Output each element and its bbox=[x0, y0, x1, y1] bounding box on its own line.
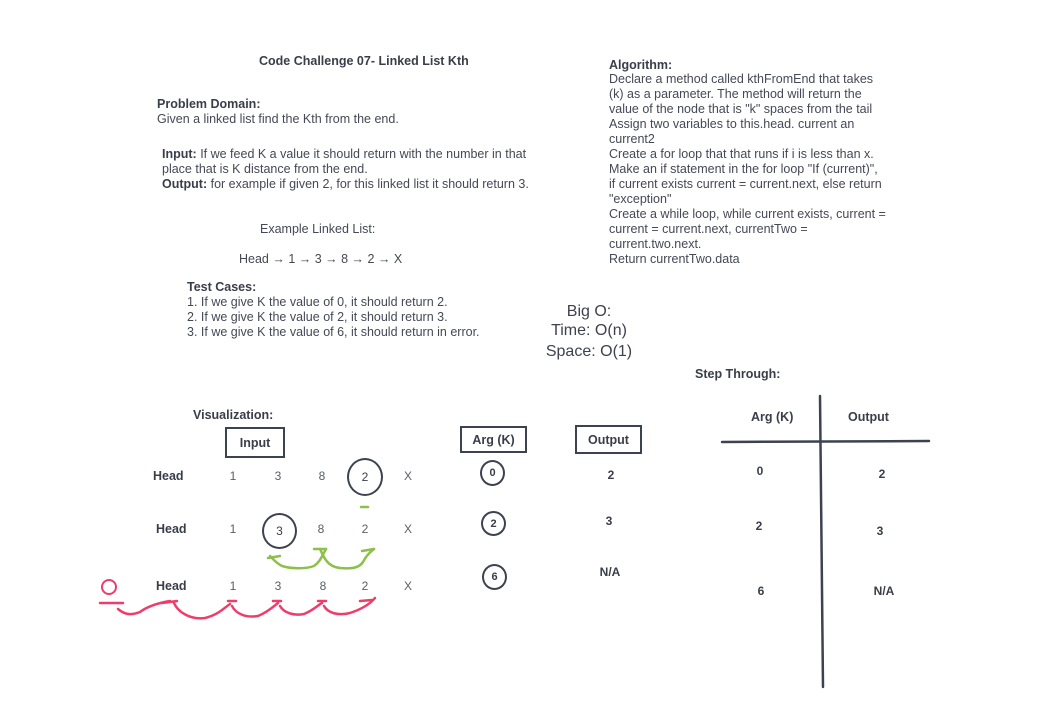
pink-zero: 0 bbox=[101, 579, 117, 595]
green-arrow bbox=[360, 547, 376, 553]
page-title: Code Challenge 07- Linked List Kth bbox=[259, 54, 469, 68]
step-row-output: 2 bbox=[878, 467, 886, 481]
node-1: 1 bbox=[229, 579, 237, 593]
node-8: 8 bbox=[317, 522, 325, 536]
pink-dash bbox=[358, 598, 374, 603]
test-case-1: 1. If we give K the value of 0, it shoul… bbox=[187, 295, 448, 309]
pink-arc bbox=[322, 596, 377, 616]
green-arrow bbox=[318, 547, 376, 570]
head-label: Head bbox=[153, 469, 184, 483]
arg-circle-2: 2 bbox=[481, 511, 506, 536]
algorithm-line: Assign two variables to this.head. curre… bbox=[609, 117, 855, 131]
node-3-circled: 3 bbox=[262, 513, 297, 549]
pink-arc bbox=[230, 601, 280, 618]
algorithm-line: Declare a method called kthFromEnd that … bbox=[609, 72, 874, 86]
visualization-heading: Visualization: bbox=[193, 408, 274, 422]
algorithm-line: "exception" bbox=[609, 192, 672, 206]
example-label: Example Linked List: bbox=[260, 222, 376, 236]
example-list: Head → 1 → 3 → 8 → 2 → X bbox=[239, 252, 403, 266]
algorithm-line: current = current.next, currentTwo = bbox=[609, 222, 808, 236]
table-divider-vertical bbox=[818, 394, 825, 689]
big-o-space: Space: O(1) bbox=[545, 343, 633, 360]
big-o-time: Time: O(n) bbox=[551, 322, 627, 339]
green-arrow bbox=[266, 554, 282, 560]
algorithm-line: current.two.next. bbox=[609, 237, 702, 251]
node-1: 1 bbox=[229, 469, 237, 483]
node-2: 2 bbox=[361, 522, 369, 536]
pink-arc bbox=[160, 599, 179, 605]
output-text: for example if given 2, for this linked … bbox=[207, 177, 529, 191]
output-description: Output: for example if given 2, for this… bbox=[162, 177, 529, 192]
algorithm-line: if current exists current = current.next… bbox=[609, 177, 882, 191]
step-table-header-output: Output bbox=[848, 410, 889, 424]
input-line1: If we feed K a value it should return wi… bbox=[196, 147, 527, 161]
step-through-heading: Step Through: bbox=[695, 367, 781, 381]
output-value-na: N/A bbox=[599, 565, 621, 579]
pink-arc bbox=[278, 601, 324, 616]
node-8: 8 bbox=[319, 579, 327, 593]
pink-arc bbox=[116, 599, 172, 616]
test-case-3: 3. If we give K the value of 6, it shoul… bbox=[187, 325, 480, 339]
step-row-arg: 0 bbox=[756, 464, 764, 478]
output-label: Output: bbox=[162, 177, 208, 191]
node-2: 2 bbox=[361, 579, 369, 593]
head-label: Head bbox=[156, 522, 187, 536]
input-description: Input: If we feed K a value it should re… bbox=[162, 147, 526, 162]
arg-circle-0: 0 bbox=[480, 460, 505, 486]
algorithm-line: (k) as a parameter. The method will retu… bbox=[609, 87, 862, 101]
input-line2: place that is K distance from the end. bbox=[162, 162, 368, 176]
test-cases-heading: Test Cases: bbox=[187, 280, 257, 294]
algorithm-line: Return currentTwo.data bbox=[609, 252, 740, 266]
algorithm-lines: Declare a method called kthFromEnd that … bbox=[609, 72, 886, 267]
output-box: Output bbox=[575, 425, 642, 454]
green-arrow bbox=[268, 547, 328, 570]
algorithm-line: current2 bbox=[609, 132, 655, 146]
node-x: X bbox=[403, 579, 412, 593]
node-8: 8 bbox=[318, 469, 326, 483]
arg-circle-6: 6 bbox=[482, 564, 507, 590]
step-row-arg: 2 bbox=[755, 519, 763, 533]
algorithm-line: Make an if statement in the for loop "If… bbox=[609, 162, 878, 176]
head-label: Head bbox=[156, 579, 187, 593]
output-value-3: 3 bbox=[605, 514, 613, 528]
node-x: X bbox=[403, 522, 412, 536]
table-divider-horizontal bbox=[720, 439, 931, 444]
input-box: Input bbox=[225, 427, 285, 458]
pink-arc bbox=[172, 601, 232, 620]
step-row-arg: 6 bbox=[757, 584, 765, 598]
problem-domain-text: Given a linked list find the Kth from th… bbox=[157, 112, 399, 126]
input-label: Input: bbox=[162, 147, 197, 161]
big-o-heading: Big O: bbox=[566, 303, 612, 320]
output-value-2: 2 bbox=[607, 468, 615, 482]
algorithm-heading: Algorithm: bbox=[609, 58, 673, 72]
step-row-output: 3 bbox=[876, 524, 884, 538]
algorithm-line: Create a for loop that that runs if i is… bbox=[609, 147, 874, 161]
arg-box: Arg (K) bbox=[460, 426, 527, 453]
step-row-output: N/A bbox=[873, 584, 895, 598]
node-2-circled: 2 bbox=[347, 458, 383, 496]
problem-domain-heading: Problem Domain: bbox=[157, 97, 261, 111]
step-table-header-arg: Arg (K) bbox=[751, 410, 794, 424]
algorithm-line: value of the node that is "k" spaces fro… bbox=[609, 102, 873, 116]
test-case-2: 2. If we give K the value of 2, it shoul… bbox=[187, 310, 448, 324]
node-3: 3 bbox=[274, 469, 282, 483]
node-3: 3 bbox=[274, 579, 282, 593]
node-x: X bbox=[403, 469, 412, 483]
node-1: 1 bbox=[229, 522, 237, 536]
algorithm-line: Create a while loop, while current exist… bbox=[609, 207, 886, 221]
